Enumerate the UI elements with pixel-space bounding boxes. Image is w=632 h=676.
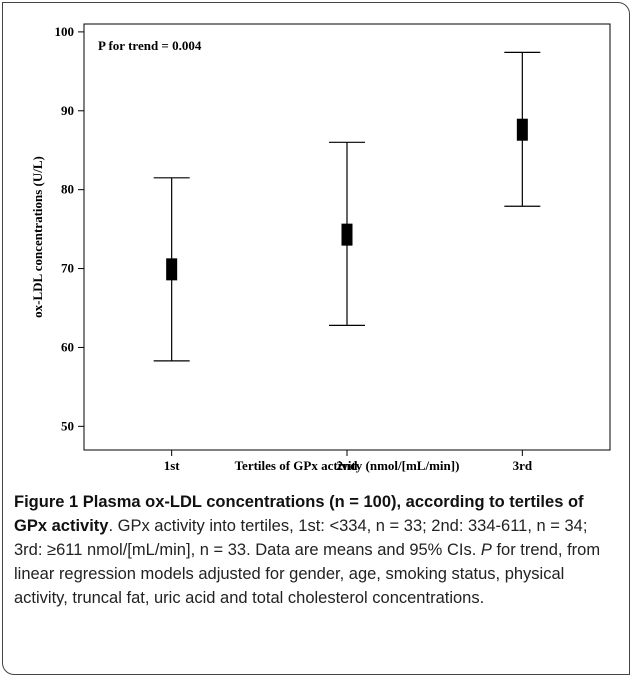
y-axis-label: ox-LDL concentrations (U/L) [30, 156, 45, 318]
y-tick-label: 70 [61, 261, 74, 276]
p-trend-annotation: P for trend = 0.004 [98, 38, 202, 53]
mean-marker [516, 118, 528, 141]
y-tick-label: 60 [61, 339, 74, 354]
caption-title: Figure 1 Plasma ox-LDL concentrations (n… [14, 493, 584, 535]
caption-body-1: . GPx activity into tertiles, 1st: <334,… [14, 517, 588, 559]
error-bar-chart: 50 60 70 80 90 100 1st 2nd 3rd P for trend = 0.… [30, 23, 611, 473]
mean-marker [166, 258, 178, 281]
y-tick-label: 50 [61, 418, 74, 433]
x-tick-label: 1st [164, 458, 181, 473]
y-axis: 50 60 70 80 90 100 [55, 24, 84, 433]
mean-marker [341, 223, 353, 246]
caption-italic-p: P [480, 541, 492, 559]
series-marks [153, 51, 541, 362]
y-tick-label: 90 [61, 103, 74, 118]
x-tick-label: 2nd [337, 458, 359, 473]
y-tick-label: 100 [55, 24, 75, 39]
x-axis-label: Tertiles of GPx activity (nmol/[mL/min]) [235, 458, 460, 473]
x-axis: 1st 2nd 3rd [164, 450, 533, 473]
figure-caption: Figure 1 Plasma ox-LDL concentrations (n… [14, 490, 620, 610]
x-tick-label: 3rd [513, 458, 533, 473]
y-tick-label: 80 [61, 182, 74, 197]
caption-body-2: for trend, from linear regression models… [14, 541, 601, 607]
